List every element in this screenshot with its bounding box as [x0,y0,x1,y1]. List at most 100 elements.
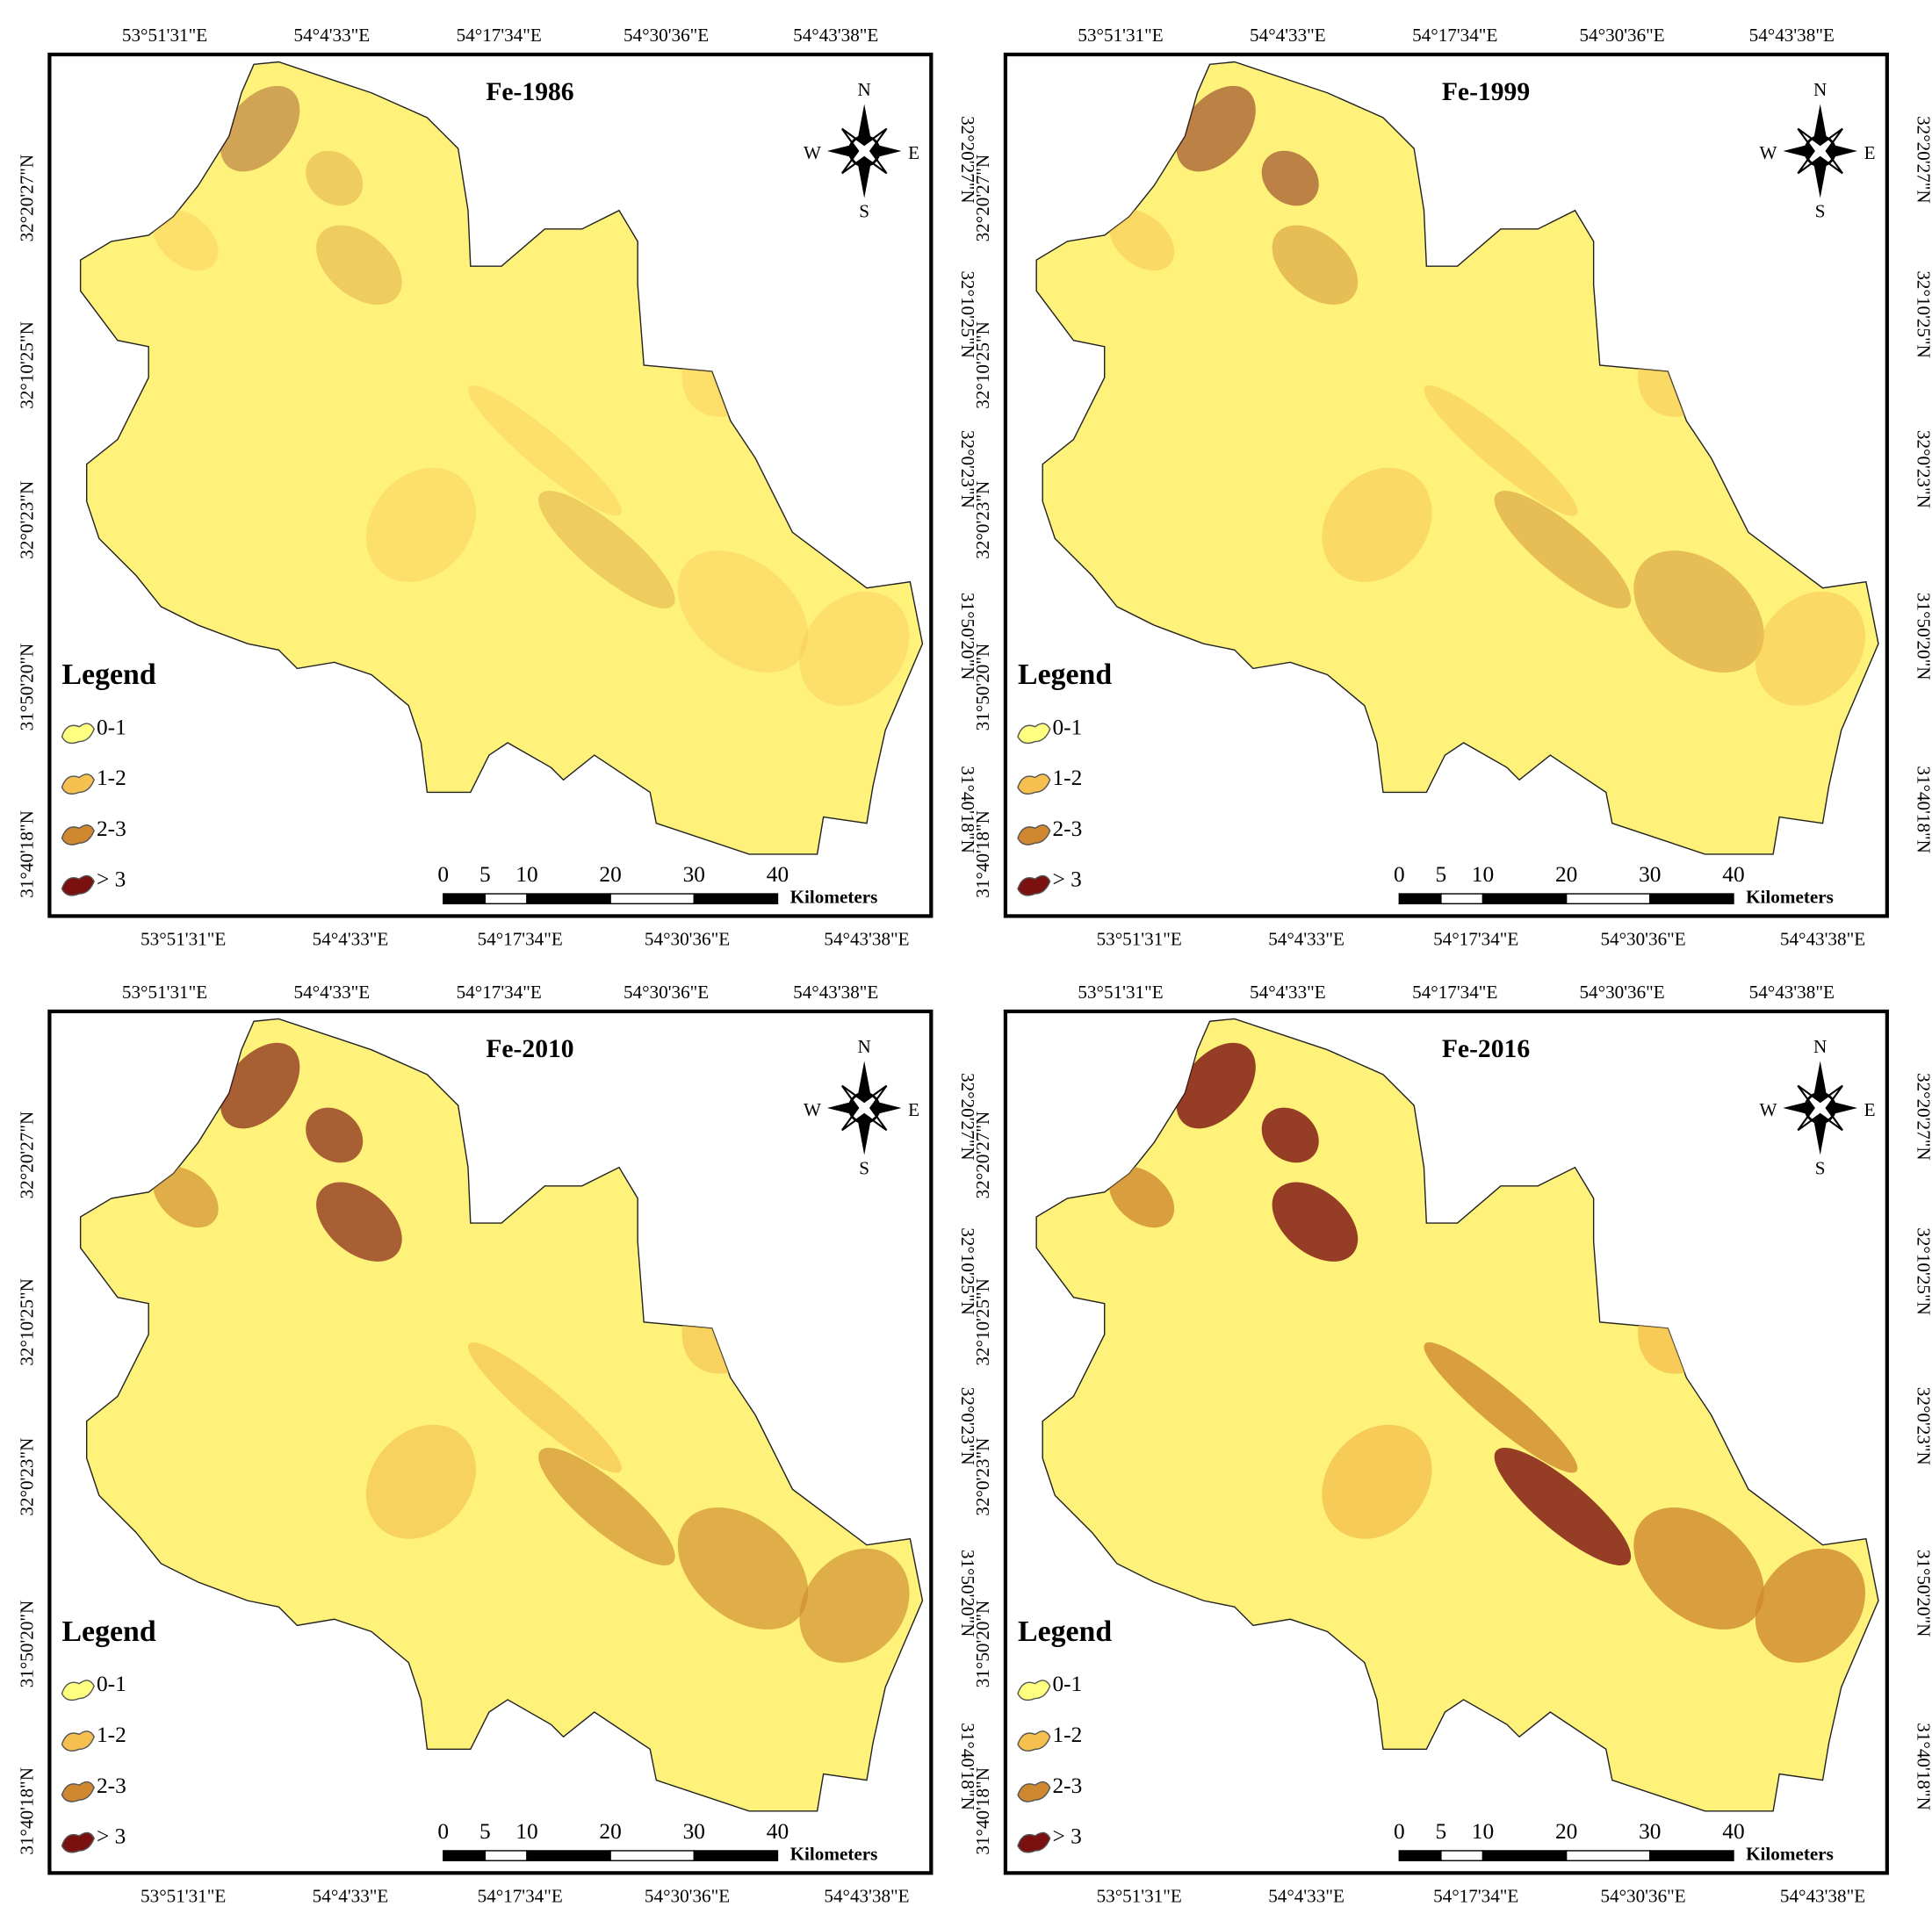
scale-tick-label: 40 [767,1819,789,1844]
legend-swatch [61,723,95,745]
lon-label-bottom: 54°4'33"E [313,1885,389,1906]
map-panel: Fe-1986 53°51'31"E 54°4'33"E 54°17'34"E 54°3… [16,25,978,949]
compass-n: N [858,1036,871,1057]
legend-swatch [1017,1730,1051,1752]
lat-label-left: 31°50'20"N [16,644,37,731]
legend-title: Legend [1018,1615,1112,1648]
compass-w: W [1759,1099,1777,1120]
concentration-patch [1755,591,1866,706]
concentration-patch [1494,1447,1632,1565]
legend-swatch [61,874,95,896]
legend-title: Legend [1018,658,1112,691]
lat-label-left: 32°0'23"N [972,481,993,559]
lon-label-top: 54°17'34"E [1412,982,1497,1003]
lon-label-bottom: 53°51'31"E [141,928,226,949]
map-panel: Fe-1999 53°51'31"E 54°4'33"E 54°17'34"E 54°3… [972,25,1932,949]
scale-segment [1649,1850,1734,1861]
legend-swatch [1017,1680,1051,1702]
concentration-patch [1261,1107,1319,1163]
lat-label-right: 32°20'27"N [957,1073,978,1161]
scale-tick-label: 10 [515,1819,537,1844]
legend-swatch [1017,824,1051,845]
region [79,61,924,855]
scale-segment [1440,1850,1484,1861]
concentration-patch [306,1107,364,1163]
lon-label-top: 54°4'33"E [1250,25,1326,46]
lon-label-bottom: 54°30'36"E [1600,928,1685,949]
panel-title: Fe-1999 [1442,78,1530,106]
compass-s: S [1815,1157,1826,1178]
scale-tick-label: 5 [479,1819,491,1844]
scale-tick-label: 40 [1722,862,1744,887]
concentration-patch [799,591,910,706]
concentration-patch [220,85,300,172]
lat-label-right: 31°40'18"N [957,1723,978,1810]
lon-label-bottom: 54°30'36"E [645,928,730,949]
panel-title: Fe-1986 [486,78,573,106]
lat-label-right: 31°50'20"N [957,593,978,680]
lon-label-bottom: 54°17'34"E [478,928,563,949]
compass-n: N [1813,1036,1827,1057]
compass-w: W [1759,142,1777,163]
legend-swatch [61,1730,95,1752]
concentration-patch [1494,491,1632,609]
legend-title: Legend [62,658,156,691]
lon-label-top: 54°17'34"E [457,25,542,46]
concentration-patch [1176,85,1256,172]
concentration-patch [1108,209,1175,271]
scale-tick-label: 0 [1394,1819,1405,1844]
scale-segment [1481,893,1568,905]
compass-e: E [1864,142,1876,163]
compass-n: N [1813,79,1827,100]
legend-label: 2-3 [1053,817,1083,841]
panel-title: Fe-2010 [486,1035,573,1063]
panel-title: Fe-2016 [1442,1035,1530,1063]
map-panel: Fe-2010 53°51'31"E 54°4'33"E 54°17'34"E 54°3… [16,982,978,1906]
lon-label-top: 53°51'31"E [122,982,207,1003]
lat-label-right: 32°10'25"N [1913,1227,1932,1315]
lon-label-top: 54°4'33"E [294,982,371,1003]
lon-label-top: 54°17'34"E [457,982,542,1003]
scale-tick-label: 20 [1555,1819,1577,1844]
lat-label-right: 32°10'25"N [957,1227,978,1315]
lon-label-top: 54°30'36"E [624,982,709,1003]
lon-label-bottom: 54°43'38"E [1780,928,1865,949]
lat-label-left: 32°20'27"N [972,155,993,242]
patches [1108,85,1866,706]
lat-label-left: 32°0'23"N [16,481,37,559]
scale-segment [1398,893,1442,905]
lat-label-left: 32°20'27"N [16,1112,37,1199]
lon-label-bottom: 54°43'38"E [824,1885,909,1906]
lat-label-left: 32°20'27"N [972,1112,993,1199]
lat-label-left: 32°20'27"N [16,155,37,242]
scale-tick-label: 30 [683,862,705,887]
lon-label-top: 54°43'38"E [793,25,878,46]
legend-swatch [1017,723,1051,745]
scale-tick-label: 0 [437,862,449,887]
lon-label-bottom: 53°51'31"E [141,1885,226,1906]
lat-label-right: 31°40'18"N [957,766,978,853]
legend-label: > 3 [1053,867,1082,892]
concentration-patch [1322,467,1432,582]
compass-e: E [908,142,919,163]
compass-e: E [1864,1099,1876,1120]
concentration-patch [1755,1548,1866,1663]
scale-tick-label: 10 [515,862,537,887]
scale-unit: Kilometers [1746,887,1834,908]
compass-s: S [1815,200,1826,221]
scale-segment [484,1850,528,1861]
lon-label-bottom: 54°4'33"E [1268,1885,1344,1906]
legend-label: > 3 [97,867,126,892]
lat-label-right: 32°0'23"N [957,1387,978,1465]
lon-label-bottom: 54°4'33"E [313,928,389,949]
lon-label-top: 53°51'31"E [122,25,207,46]
lon-label-top: 54°30'36"E [624,25,709,46]
lon-label-top: 54°43'38"E [793,982,878,1003]
legend-swatch [1017,1831,1051,1853]
lat-label-right: 32°20'27"N [1913,116,1932,204]
compass-w: W [804,1099,821,1120]
lat-label-left: 31°50'20"N [972,644,993,731]
scale-segment [693,893,779,905]
concentration-patch [316,1182,402,1262]
